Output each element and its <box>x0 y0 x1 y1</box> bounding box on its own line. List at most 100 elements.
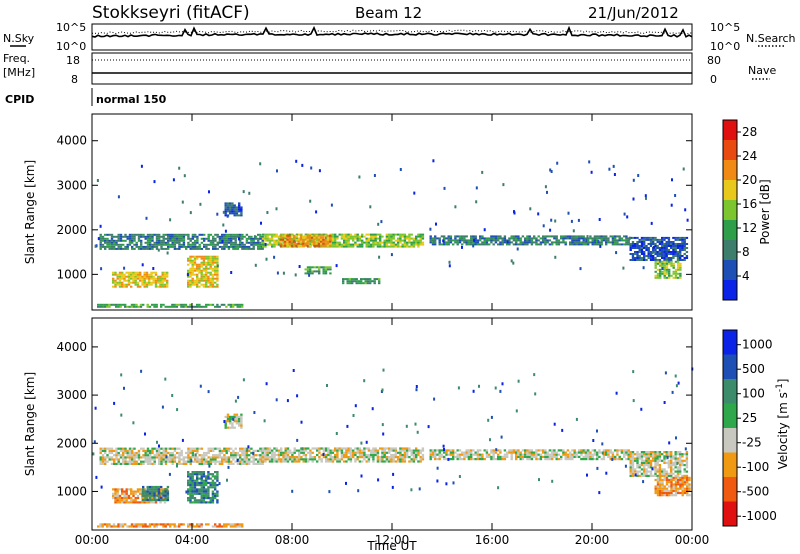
heatmap-cell <box>656 255 659 257</box>
heatmap-cell <box>241 241 244 244</box>
heatmap-cell <box>291 456 294 459</box>
heatmap-cell <box>640 257 644 259</box>
heatmap-cell <box>551 453 554 456</box>
heatmap-cell <box>638 466 641 469</box>
heatmap-cell <box>616 241 619 244</box>
heatmap-cell <box>216 477 219 480</box>
heatmap-cell <box>133 458 136 461</box>
heatmap-cell <box>309 458 312 461</box>
heatmap-cell <box>277 456 281 459</box>
heatmap-cell <box>512 243 516 246</box>
heatmap-cell <box>123 285 126 288</box>
heatmap-cell <box>146 485 149 489</box>
heatmap-cell <box>265 382 268 386</box>
heatmap-cell <box>232 451 235 455</box>
heatmap-cell <box>307 458 310 461</box>
heatmap-cell <box>645 461 648 464</box>
heatmap-cell <box>286 242 289 245</box>
heatmap-cell <box>238 204 241 207</box>
heatmap-cell <box>681 489 684 492</box>
heatmap-cell <box>329 234 332 237</box>
heatmap-cell <box>334 239 337 242</box>
heatmap-cell <box>307 233 310 236</box>
heatmap-cell <box>381 449 384 452</box>
heatmap-cell <box>182 241 186 244</box>
heatmap-cell <box>144 456 147 459</box>
heatmap-cell <box>345 481 347 485</box>
heatmap-cell <box>679 455 682 458</box>
heatmap-cell <box>218 460 222 463</box>
heatmap-cell <box>148 494 152 497</box>
heatmap-cell <box>304 234 307 237</box>
heatmap-cell <box>139 488 142 491</box>
heatmap-cell <box>456 241 459 244</box>
heatmap-cell <box>645 474 648 477</box>
heatmap-cell <box>223 456 226 459</box>
heatmap-cell <box>207 488 210 491</box>
heatmap-cell <box>476 451 480 454</box>
heatmap-cell <box>296 438 299 442</box>
heatmap-cell <box>234 243 237 246</box>
heatmap-cell <box>325 237 328 240</box>
heatmap-cell <box>149 462 152 465</box>
heatmap-cell <box>347 449 350 452</box>
heatmap-cell <box>223 241 226 244</box>
heatmap-cell <box>349 458 353 461</box>
x-tick-label: 00:00 <box>675 533 710 547</box>
heatmap-cell <box>123 494 126 497</box>
heatmap-cell <box>347 239 350 242</box>
heatmap-cell <box>298 449 301 452</box>
heatmap-cell <box>345 243 348 246</box>
heatmap-cell <box>130 271 133 274</box>
heatmap-cell <box>670 485 673 488</box>
heatmap-cell <box>160 523 163 526</box>
heatmap-cell <box>483 243 486 246</box>
heatmap-cell <box>611 239 615 242</box>
heatmap-cell <box>135 523 138 526</box>
heatmap-cell <box>229 525 233 528</box>
heatmap-cell <box>200 497 203 500</box>
heatmap-cell <box>569 455 572 458</box>
heatmap-cell <box>222 210 225 214</box>
heatmap-cell <box>241 449 244 452</box>
heatmap-cell <box>306 270 310 273</box>
heatmap-cell <box>126 247 129 250</box>
heatmap-cell <box>373 282 376 285</box>
heatmap-cell <box>118 273 122 276</box>
heatmap-cell <box>555 453 558 456</box>
heatmap-cell <box>311 456 314 459</box>
heatmap-cell <box>591 241 594 244</box>
heatmap-cell <box>187 460 190 463</box>
heatmap-cell <box>122 243 125 246</box>
heatmap-cell <box>198 269 201 272</box>
heatmap-cell <box>141 497 144 500</box>
heatmap-cell <box>503 458 507 461</box>
heatmap-cell <box>250 247 253 250</box>
heatmap-cell <box>549 168 552 172</box>
freq-tick-top: 18 <box>66 54 80 67</box>
heatmap-cell <box>236 523 239 526</box>
heatmap-cell <box>158 454 161 457</box>
heatmap-cell <box>180 451 183 455</box>
heatmap-cell <box>259 241 262 244</box>
colorbar-tick-label: 28 <box>742 125 757 139</box>
heatmap-cell <box>309 268 312 271</box>
heatmap-cell <box>365 456 368 459</box>
heatmap-cell <box>392 456 395 459</box>
heatmap-cell <box>390 243 393 246</box>
heatmap-cell <box>151 492 154 495</box>
heatmap-cell <box>291 489 294 493</box>
heatmap-cell <box>280 447 283 450</box>
heatmap-cell <box>212 243 215 246</box>
heatmap-cell <box>191 283 194 286</box>
heatmap-cell <box>544 458 547 461</box>
heatmap-cell <box>661 267 664 270</box>
heatmap-cell <box>499 237 502 240</box>
heatmap-cell <box>519 458 522 461</box>
heatmap-cell <box>501 382 504 386</box>
y-tick-label: 3000 <box>56 388 87 402</box>
heatmap-cell <box>589 455 592 458</box>
heatmap-cell <box>191 523 194 526</box>
heatmap-cell <box>311 451 314 454</box>
heatmap-cell <box>214 497 217 500</box>
